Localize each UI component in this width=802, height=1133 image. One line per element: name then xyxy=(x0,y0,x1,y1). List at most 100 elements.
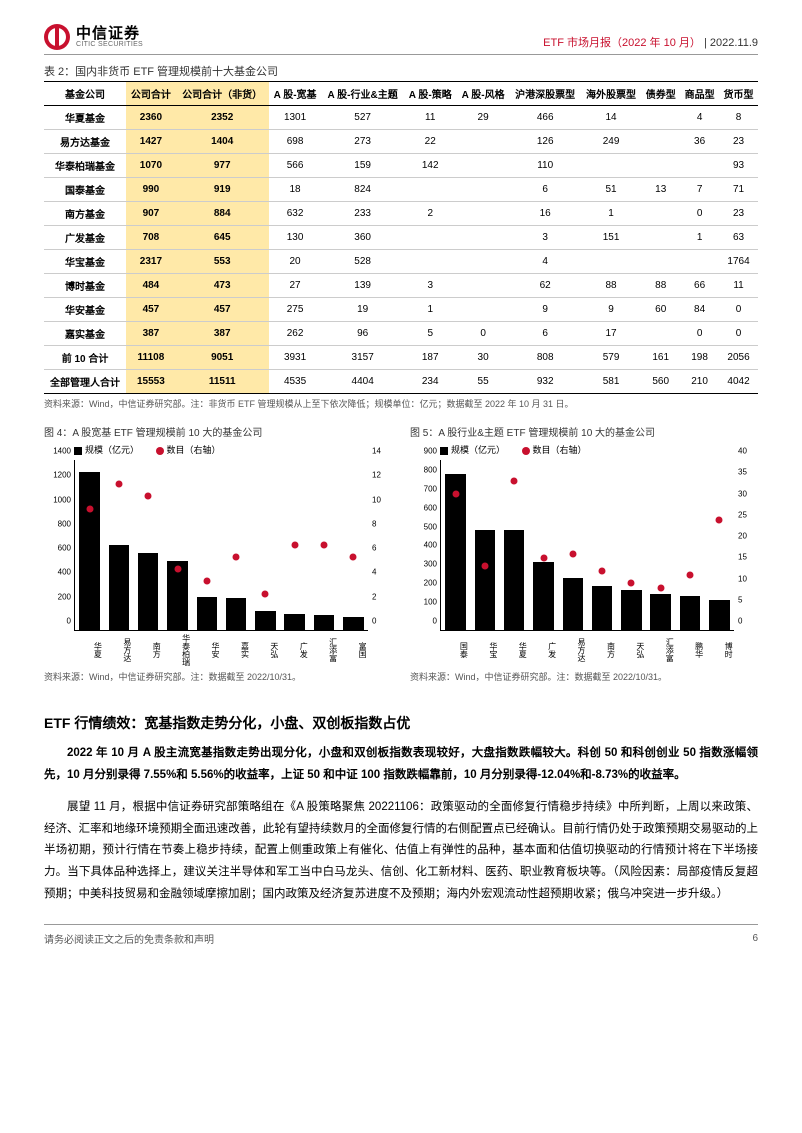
brand-cn: 中信证券 xyxy=(76,26,143,41)
chart-point xyxy=(569,550,576,557)
table-row: 华泰柏瑞基金107097756615914211093 xyxy=(44,154,758,178)
chart-bar xyxy=(138,553,159,630)
table-row: 华夏基金23602352130152711294661448 xyxy=(44,106,758,130)
x-label: 华夏 xyxy=(499,633,528,667)
section-heading: ETF 行情绩效：宽基指数走势分化，小盘、双创板指数占优 xyxy=(44,713,758,733)
chart-bar xyxy=(109,545,130,630)
x-label: 鹏华 xyxy=(675,633,704,667)
header-title: ETF 市场月报（2022 年 10 月） | 2022.11.9 xyxy=(543,34,758,50)
x-label: 华泰柏瑞 xyxy=(162,633,191,667)
x-label: 华夏 xyxy=(74,633,103,667)
legend-dot-icon xyxy=(522,447,530,455)
page-footer: 请务必阅读正文之后的免责条款和声明 6 xyxy=(44,924,758,946)
chart-bar xyxy=(709,600,730,630)
chart-point xyxy=(174,566,181,573)
chart-point xyxy=(657,584,664,591)
chart-bar xyxy=(284,614,305,630)
brand-en: CITIC SECURITIES xyxy=(76,41,143,48)
chart-point xyxy=(511,478,518,485)
paragraph-1: 2022 年 10 月 A 股主流宽基指数走势出现分化，小盘和双创板指数表现较好… xyxy=(44,743,758,787)
chart-bar xyxy=(445,474,466,630)
table-row: 广发基金7086451303603151163 xyxy=(44,226,758,250)
chart-point xyxy=(145,493,152,500)
table-header: A 股-策略 xyxy=(404,82,457,106)
table-header: 货币型 xyxy=(719,82,758,106)
chart-point xyxy=(115,481,122,488)
x-label: 国泰 xyxy=(440,633,469,667)
x-label: 汇添富 xyxy=(646,633,675,667)
x-label: 易方达 xyxy=(558,633,587,667)
chart-point xyxy=(262,590,269,597)
table-header: 沪港深股票型 xyxy=(510,82,581,106)
chart-point xyxy=(291,542,298,549)
chart-point xyxy=(540,554,547,561)
x-label: 华安 xyxy=(192,633,221,667)
table-header: 公司合计（非货） xyxy=(176,82,269,106)
chart-bar xyxy=(533,562,554,630)
table-row: 前 10 合计111089051393131571873080857916119… xyxy=(44,346,758,370)
table-header: 海外股票型 xyxy=(581,82,641,106)
chart-bar xyxy=(680,596,701,630)
table-row: 华安基金4574572751919960840 xyxy=(44,298,758,322)
x-label: 广发 xyxy=(528,633,557,667)
chart-point xyxy=(452,491,459,498)
x-label: 南方 xyxy=(587,633,616,667)
chart-bar xyxy=(255,611,276,630)
page: 中信证券 CITIC SECURITIES ETF 市场月报（2022 年 10… xyxy=(0,0,802,976)
x-label: 南方 xyxy=(133,633,162,667)
x-label: 天弘 xyxy=(616,633,645,667)
table-row: 易方达基金14271404698273221262493623 xyxy=(44,130,758,154)
chart-bar xyxy=(226,598,247,630)
table-caption: 表 2：国内非货币 ETF 管理规模前十大基金公司 xyxy=(44,63,758,79)
chart-bar xyxy=(621,590,642,630)
table-header: 公司合计 xyxy=(126,82,176,106)
x-label: 广发 xyxy=(280,633,309,667)
chart-4-plot: 020040060080010001200140002468101214 xyxy=(74,460,368,631)
table-header: 债券型 xyxy=(641,82,680,106)
table-source: 资料来源：Wind，中信证券研究部。注：非货币 ETF 管理规模从上至下依次降低… xyxy=(44,397,758,410)
x-label: 易方达 xyxy=(103,633,132,667)
chart-point xyxy=(203,578,210,585)
table-header: A 股-行业&主题 xyxy=(322,82,404,106)
table-row: 嘉实基金387387262965061700 xyxy=(44,322,758,346)
chart-bar xyxy=(314,615,335,630)
table-row: 国泰基金9909191882465113771 xyxy=(44,178,758,202)
x-label: 天弘 xyxy=(250,633,279,667)
logo-icon xyxy=(44,24,70,50)
chart-bar xyxy=(475,530,496,630)
x-label: 嘉实 xyxy=(221,633,250,667)
charts-row: 图 4：A 股宽基 ETF 管理规模前 10 大的基金公司 规模（亿元） 数目（… xyxy=(44,424,758,697)
chart-bar xyxy=(504,530,525,630)
chart-5: 图 5：A 股行业&主题 ETF 管理规模前 10 大的基金公司 规模（亿元） … xyxy=(410,424,758,697)
page-header: 中信证券 CITIC SECURITIES ETF 市场月报（2022 年 10… xyxy=(44,24,758,55)
chart-5-plot: 0100200300400500600700800900051015202530… xyxy=(440,460,734,631)
x-label: 华宝 xyxy=(469,633,498,667)
chart-point xyxy=(716,516,723,523)
logo: 中信证券 CITIC SECURITIES xyxy=(44,24,143,50)
x-label: 博时 xyxy=(705,633,734,667)
chart-bar xyxy=(79,472,100,630)
table-row: 全部管理人合计155531151145354404234559325815602… xyxy=(44,370,758,394)
table-row: 华宝基金23175532052841764 xyxy=(44,250,758,274)
table-header: 基金公司 xyxy=(44,82,126,106)
chart-point xyxy=(599,567,606,574)
chart-point xyxy=(86,505,93,512)
x-label: 汇添富 xyxy=(309,633,338,667)
page-number: 6 xyxy=(752,933,758,944)
table-header: A 股-宽基 xyxy=(269,82,322,106)
disclaimer: 请务必阅读正文之后的免责条款和声明 xyxy=(44,931,214,946)
chart-point xyxy=(687,571,694,578)
x-label: 富国 xyxy=(339,633,368,667)
chart-point xyxy=(481,563,488,570)
chart-bar xyxy=(197,597,218,630)
table-header: A 股-风格 xyxy=(457,82,510,106)
top10-table: 基金公司公司合计公司合计（非货）A 股-宽基A 股-行业&主题A 股-策略A 股… xyxy=(44,81,758,394)
chart-point xyxy=(321,542,328,549)
table-header: 商品型 xyxy=(680,82,719,106)
chart-point xyxy=(350,554,357,561)
paragraph-2: 展望 11 月，根据中信证券研究部策略组在《A 股策略聚焦 20221106：政… xyxy=(44,797,758,906)
chart-bar xyxy=(343,617,364,630)
legend-bar-icon xyxy=(440,447,448,455)
legend-dot-icon xyxy=(156,447,164,455)
table-row: 南方基金9078846322332161023 xyxy=(44,202,758,226)
